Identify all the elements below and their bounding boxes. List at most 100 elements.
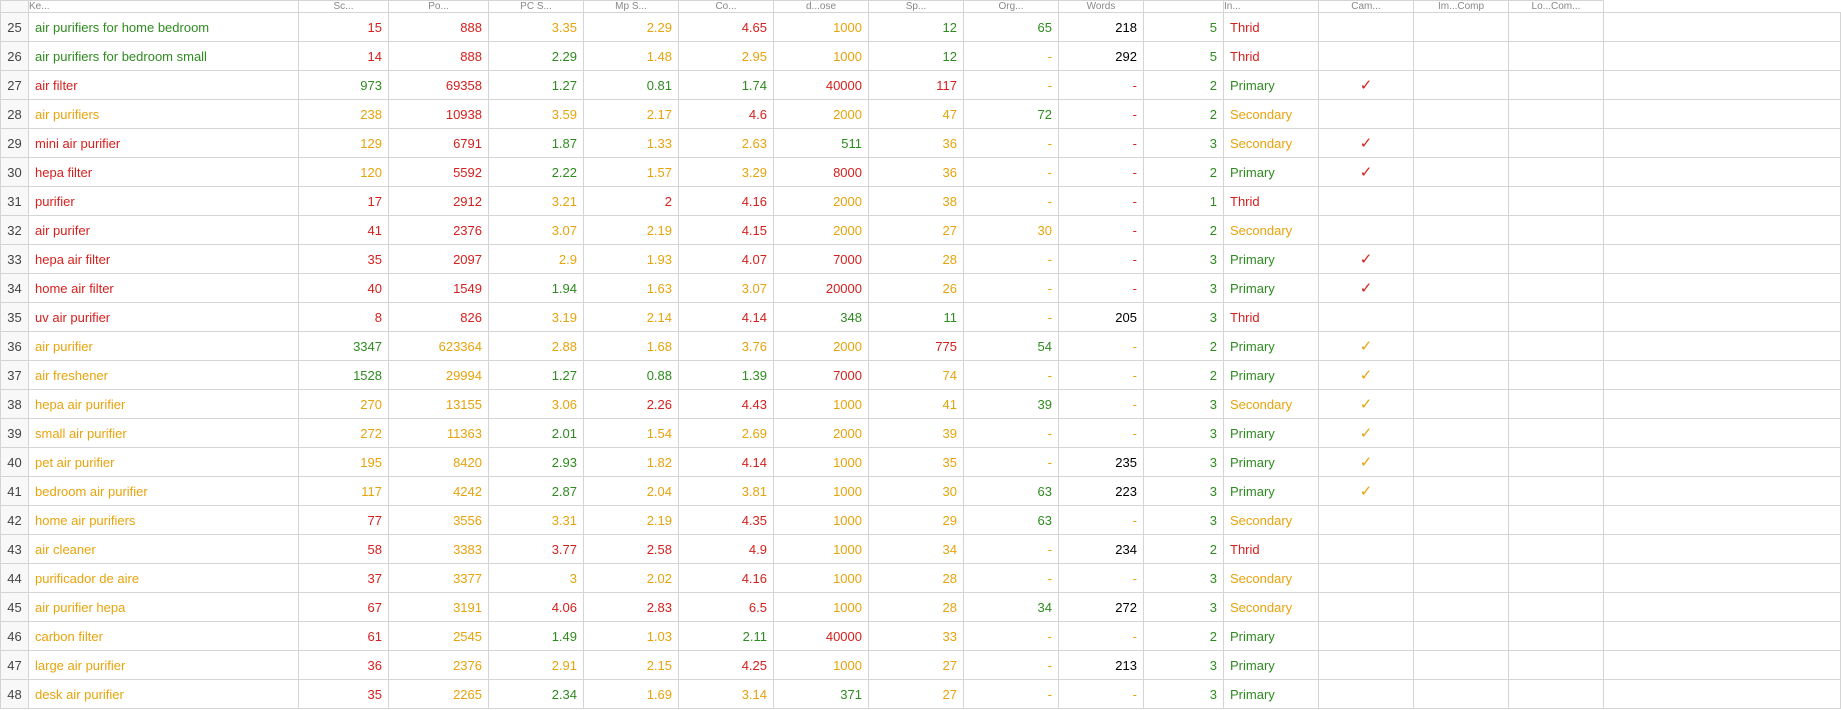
data-cell[interactable]: 3347 bbox=[299, 332, 389, 361]
data-cell[interactable]: 28 bbox=[869, 593, 964, 622]
data-cell[interactable]: 3.07 bbox=[679, 274, 774, 303]
row-number[interactable]: 28 bbox=[1, 100, 29, 129]
data-cell[interactable]: 35 bbox=[869, 448, 964, 477]
data-cell[interactable]: 2.83 bbox=[584, 593, 679, 622]
data-cell[interactable]: - bbox=[1059, 419, 1144, 448]
data-cell[interactable]: 1000 bbox=[774, 42, 869, 71]
data-cell[interactable]: 2.26 bbox=[584, 390, 679, 419]
data-cell[interactable] bbox=[1319, 303, 1414, 332]
data-cell[interactable]: 7000 bbox=[774, 361, 869, 390]
column-header[interactable]: Co... bbox=[679, 1, 774, 13]
data-cell[interactable]: - bbox=[1059, 216, 1144, 245]
empty-cell[interactable] bbox=[1604, 71, 1841, 100]
data-cell[interactable]: 7000 bbox=[774, 245, 869, 274]
data-cell[interactable]: 2.63 bbox=[679, 129, 774, 158]
data-cell[interactable]: 12 bbox=[869, 42, 964, 71]
empty-cell[interactable] bbox=[1509, 564, 1604, 593]
empty-cell[interactable] bbox=[1604, 216, 1841, 245]
data-cell[interactable]: 37 bbox=[299, 564, 389, 593]
data-cell[interactable]: 3 bbox=[1144, 593, 1224, 622]
data-cell[interactable]: 3 bbox=[1144, 303, 1224, 332]
data-cell[interactable]: 270 bbox=[299, 390, 389, 419]
empty-cell[interactable] bbox=[1414, 622, 1509, 651]
data-cell[interactable]: Primary bbox=[1224, 71, 1319, 100]
data-cell[interactable]: 4.65 bbox=[679, 13, 774, 42]
data-cell[interactable]: 2000 bbox=[774, 187, 869, 216]
data-cell[interactable]: - bbox=[964, 564, 1059, 593]
row-number[interactable]: 40 bbox=[1, 448, 29, 477]
data-cell[interactable]: 4.43 bbox=[679, 390, 774, 419]
data-cell[interactable]: 205 bbox=[1059, 303, 1144, 332]
data-cell[interactable]: 4.14 bbox=[679, 303, 774, 332]
data-cell[interactable]: 34 bbox=[869, 535, 964, 564]
empty-cell[interactable] bbox=[1604, 187, 1841, 216]
data-cell[interactable]: ✓ bbox=[1319, 158, 1414, 187]
data-cell[interactable]: 2 bbox=[1144, 622, 1224, 651]
data-cell[interactable]: - bbox=[1059, 100, 1144, 129]
data-cell[interactable]: 69358 bbox=[389, 71, 489, 100]
data-cell[interactable]: 47 bbox=[869, 100, 964, 129]
data-cell[interactable]: 1.74 bbox=[679, 71, 774, 100]
data-cell[interactable]: 11363 bbox=[389, 419, 489, 448]
data-cell[interactable]: 0.81 bbox=[584, 71, 679, 100]
empty-cell[interactable] bbox=[1509, 535, 1604, 564]
data-cell[interactable]: - bbox=[1059, 129, 1144, 158]
data-cell[interactable]: 6791 bbox=[389, 129, 489, 158]
data-cell[interactable]: 623364 bbox=[389, 332, 489, 361]
empty-cell[interactable] bbox=[1414, 593, 1509, 622]
data-cell[interactable]: 63 bbox=[964, 506, 1059, 535]
data-cell[interactable]: 3.19 bbox=[489, 303, 584, 332]
data-cell[interactable]: 826 bbox=[389, 303, 489, 332]
keyword-cell[interactable]: air purifer bbox=[29, 216, 299, 245]
data-cell[interactable]: 2.15 bbox=[584, 651, 679, 680]
data-cell[interactable]: ✓ bbox=[1319, 448, 1414, 477]
data-cell[interactable]: - bbox=[1059, 622, 1144, 651]
row-number[interactable]: 36 bbox=[1, 332, 29, 361]
data-cell[interactable]: 238 bbox=[299, 100, 389, 129]
data-cell[interactable]: 888 bbox=[389, 42, 489, 71]
data-cell[interactable]: 1000 bbox=[774, 564, 869, 593]
data-cell[interactable]: 3 bbox=[1144, 651, 1224, 680]
data-cell[interactable]: 195 bbox=[299, 448, 389, 477]
data-cell[interactable]: Secondary bbox=[1224, 100, 1319, 129]
data-cell[interactable]: 2545 bbox=[389, 622, 489, 651]
empty-cell[interactable] bbox=[1414, 303, 1509, 332]
data-cell[interactable]: Secondary bbox=[1224, 390, 1319, 419]
keyword-cell[interactable]: uv air purifier bbox=[29, 303, 299, 332]
data-cell[interactable]: - bbox=[964, 535, 1059, 564]
row-number[interactable]: 29 bbox=[1, 129, 29, 158]
data-cell[interactable]: 2.14 bbox=[584, 303, 679, 332]
empty-cell[interactable] bbox=[1604, 680, 1841, 709]
empty-cell[interactable] bbox=[1509, 622, 1604, 651]
row-number[interactable]: 34 bbox=[1, 274, 29, 303]
data-cell[interactable]: ✓ bbox=[1319, 477, 1414, 506]
data-cell[interactable]: 40 bbox=[299, 274, 389, 303]
data-cell[interactable] bbox=[1319, 535, 1414, 564]
empty-cell[interactable] bbox=[1604, 622, 1841, 651]
data-cell[interactable]: 2 bbox=[1144, 100, 1224, 129]
data-cell[interactable]: ✓ bbox=[1319, 245, 1414, 274]
data-cell[interactable]: 67 bbox=[299, 593, 389, 622]
data-cell[interactable]: 2.29 bbox=[584, 13, 679, 42]
data-cell[interactable]: 4.06 bbox=[489, 593, 584, 622]
column-header[interactable]: Sc... bbox=[299, 1, 389, 13]
data-cell[interactable]: 2 bbox=[1144, 535, 1224, 564]
data-cell[interactable]: 3 bbox=[1144, 448, 1224, 477]
data-cell[interactable]: 14 bbox=[299, 42, 389, 71]
data-cell[interactable]: Secondary bbox=[1224, 129, 1319, 158]
keyword-cell[interactable]: home air filter bbox=[29, 274, 299, 303]
empty-cell[interactable] bbox=[1509, 593, 1604, 622]
data-cell[interactable]: 28 bbox=[869, 245, 964, 274]
data-cell[interactable]: Primary bbox=[1224, 158, 1319, 187]
row-number[interactable]: 48 bbox=[1, 680, 29, 709]
data-cell[interactable]: 0.88 bbox=[584, 361, 679, 390]
data-cell[interactable]: 4.16 bbox=[679, 187, 774, 216]
empty-cell[interactable] bbox=[1509, 448, 1604, 477]
data-cell[interactable]: 3.29 bbox=[679, 158, 774, 187]
column-header[interactable]: Mp S... bbox=[584, 1, 679, 13]
data-cell[interactable]: 26 bbox=[869, 274, 964, 303]
data-cell[interactable]: 2.19 bbox=[584, 506, 679, 535]
data-cell[interactable]: 3 bbox=[1144, 680, 1224, 709]
data-cell[interactable]: 2000 bbox=[774, 332, 869, 361]
data-cell[interactable]: - bbox=[964, 303, 1059, 332]
